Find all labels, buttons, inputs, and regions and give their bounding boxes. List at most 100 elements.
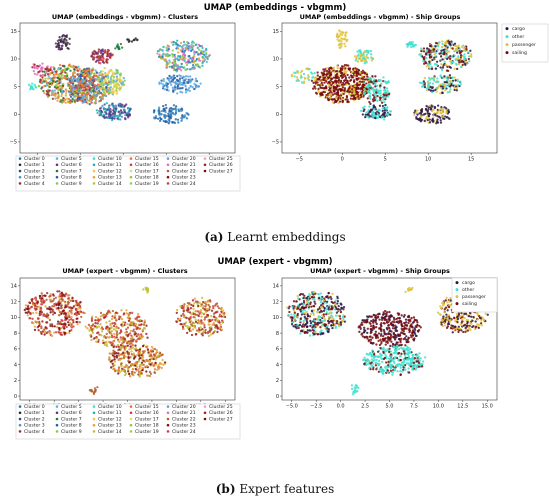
scatter-point xyxy=(364,116,367,119)
scatter-point xyxy=(71,86,74,89)
scatter-point xyxy=(214,311,217,314)
scatter-point xyxy=(113,117,116,120)
scatter-point xyxy=(134,322,138,326)
scatter-point xyxy=(103,108,107,111)
scatter-point xyxy=(118,332,122,335)
scatter-point xyxy=(377,90,380,93)
scatter-point xyxy=(139,363,142,366)
scatter-point xyxy=(343,42,346,45)
scatter-point xyxy=(113,85,116,88)
scatter-point xyxy=(328,81,332,84)
scatter-point xyxy=(418,112,421,115)
scatter-point xyxy=(445,54,448,57)
scatter-point xyxy=(442,108,445,111)
scatter-point xyxy=(60,86,63,89)
scatter-point xyxy=(113,322,117,325)
scatter-point xyxy=(337,94,341,97)
scatter-point xyxy=(133,330,137,334)
scatter-point xyxy=(92,72,96,76)
scatter-point xyxy=(177,65,181,69)
scatter-point xyxy=(167,45,171,48)
scatter-point xyxy=(144,345,148,348)
point-cloud-5 xyxy=(158,74,202,95)
scatter-point xyxy=(75,86,79,90)
scatter-point xyxy=(330,77,333,81)
scatter-point xyxy=(420,115,423,118)
scatter-point xyxy=(164,58,168,61)
scatter-point xyxy=(25,307,29,311)
scatter-point xyxy=(85,100,88,104)
scatter-point xyxy=(338,83,341,86)
scatter-point xyxy=(113,367,116,371)
scatter-point xyxy=(357,84,361,87)
scatter-point xyxy=(91,81,94,85)
scatter-point xyxy=(430,65,433,69)
scatter-point xyxy=(446,69,450,73)
scatter-point xyxy=(318,84,321,87)
scatter-point xyxy=(62,64,66,68)
legend-label: Cluster 17 xyxy=(135,416,159,422)
scatter-point xyxy=(128,347,131,351)
scatter-point xyxy=(68,294,71,297)
scatter-point xyxy=(411,41,414,44)
scatter-point xyxy=(176,87,179,90)
scatter-point xyxy=(117,339,120,342)
scatter-point xyxy=(39,307,43,310)
scatter-point xyxy=(446,65,449,68)
legend-marker xyxy=(18,175,22,179)
scatter-point xyxy=(341,71,344,74)
scatter-point xyxy=(56,322,59,326)
scatter-point xyxy=(448,42,451,45)
scatter-point xyxy=(100,330,104,333)
scatter-point xyxy=(458,59,461,62)
scatter-point xyxy=(448,65,451,69)
scatter-point xyxy=(119,74,122,77)
scatter-point xyxy=(428,104,431,108)
legend-label: Cluster 5 xyxy=(61,156,82,162)
scatter-point xyxy=(139,357,142,360)
scatter-point xyxy=(448,82,451,86)
scatter-point xyxy=(76,95,79,98)
scatter-point xyxy=(146,291,149,294)
scatter-point xyxy=(64,92,68,95)
scatter-point xyxy=(112,73,115,76)
scatter-point xyxy=(148,374,152,378)
scatter-point xyxy=(383,86,386,89)
legend-marker xyxy=(129,157,133,160)
scatter-point xyxy=(455,86,458,90)
scatter-point xyxy=(127,355,130,359)
scatter-point xyxy=(180,119,183,122)
scatter-point xyxy=(426,47,429,50)
scatter-point xyxy=(40,69,43,72)
legend-label: Cluster 27 xyxy=(209,416,233,422)
scatter-point xyxy=(124,113,127,117)
scatter-point xyxy=(99,49,103,52)
scatter-point xyxy=(334,100,337,103)
legend-label: Cluster 22 xyxy=(172,416,196,422)
scatter-point xyxy=(66,41,69,44)
scatter-point xyxy=(349,78,353,82)
scatter-point xyxy=(111,116,114,119)
scatter-point xyxy=(378,78,382,82)
scatter-point xyxy=(374,75,377,78)
scatter-point xyxy=(302,72,306,76)
scatter-point xyxy=(353,68,356,72)
scatter-point xyxy=(304,77,307,80)
scatter-point xyxy=(132,373,135,377)
scatter-point xyxy=(433,56,436,59)
scatter-point xyxy=(202,321,205,325)
scatter-point xyxy=(90,91,93,94)
scatter-point xyxy=(220,306,223,310)
scatter-point xyxy=(101,52,105,56)
scatter-point xyxy=(49,311,52,314)
scatter-point xyxy=(221,320,224,324)
scatter-point xyxy=(179,87,182,90)
scatter-point xyxy=(40,300,43,303)
scatter-point xyxy=(203,326,206,329)
scatter-point xyxy=(335,96,338,99)
legend-label: Cluster 15 xyxy=(135,156,159,162)
scatter-point xyxy=(336,64,339,67)
scatter-point xyxy=(122,108,126,111)
scatter-point xyxy=(75,320,78,324)
scatter-point xyxy=(88,389,91,392)
